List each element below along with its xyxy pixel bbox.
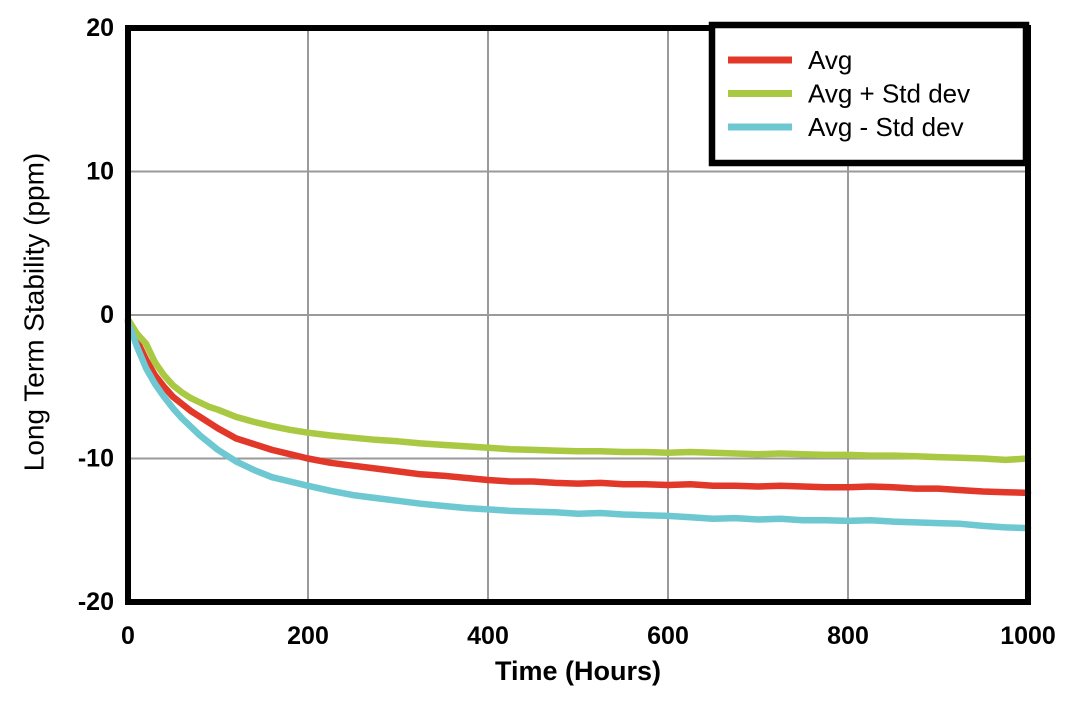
y-tick-label-20: 20	[86, 14, 114, 42]
y-tick-label-10: 10	[86, 158, 114, 186]
series-line-avg-std-dev	[124, 318, 1032, 532]
x-tick-label-800: 800	[827, 622, 869, 650]
y-axis-title: Long Term Stability (ppm)	[19, 153, 50, 472]
x-tick-label-200: 200	[287, 622, 329, 650]
x-axis-title: Time (Hours)	[495, 656, 661, 686]
x-tick-label-400: 400	[467, 622, 509, 650]
legend-label-avg-std-dev: Avg - Std dev	[808, 112, 964, 142]
x-tick-label-0: 0	[121, 622, 135, 650]
legend-label-avg-std-dev: Avg + Std dev	[808, 79, 970, 109]
y-tick-label-0: 0	[100, 301, 114, 329]
x-axis-tick-labels: 0 200 400 600 800 1000	[121, 622, 1056, 650]
y-axis-tick-labels: 20 10 0 -10 -20	[78, 14, 114, 616]
series-lines	[124, 316, 1032, 532]
y-tick-label--10: -10	[78, 445, 114, 473]
y-tick-label--20: -20	[78, 588, 114, 616]
series-line-avg	[124, 317, 1032, 497]
legend-label-avg: Avg	[808, 45, 852, 75]
series-line-avg-std-dev	[124, 316, 1032, 464]
x-tick-label-600: 600	[647, 622, 689, 650]
plot-area-border	[125, 25, 1031, 605]
x-tick-label-1000: 1000	[1000, 622, 1056, 650]
